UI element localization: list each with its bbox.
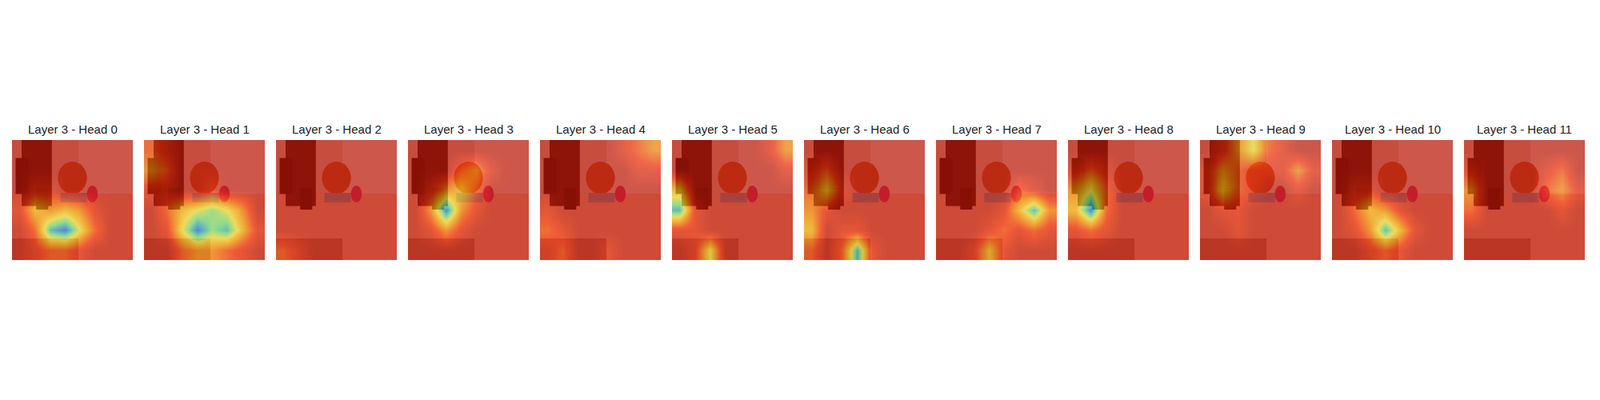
svg-text:Layer 3 - Head 2: Layer 3 - Head 2 [292,122,382,136]
svg-text:Layer 3 - Head 10: Layer 3 - Head 10 [1344,122,1441,136]
svg-text:Layer 3 - Head 3: Layer 3 - Head 3 [424,122,514,136]
svg-text:Layer 3 - Head 4: Layer 3 - Head 4 [556,122,646,136]
svg-text:Layer 3 - Head 1: Layer 3 - Head 1 [160,122,250,136]
svg-text:Layer 3 - Head 5: Layer 3 - Head 5 [688,122,778,136]
svg-text:Layer 3 - Head 7: Layer 3 - Head 7 [952,122,1042,136]
svg-text:Layer 3 - Head 9: Layer 3 - Head 9 [1216,122,1306,136]
svg-text:Layer 3 - Head 8: Layer 3 - Head 8 [1084,122,1174,136]
svg-text:Layer 3 - Head 11: Layer 3 - Head 11 [1476,122,1572,136]
svg-text:Layer 3 - Head 6: Layer 3 - Head 6 [820,122,910,136]
svg-text:Layer 3 - Head 0: Layer 3 - Head 0 [28,122,118,136]
